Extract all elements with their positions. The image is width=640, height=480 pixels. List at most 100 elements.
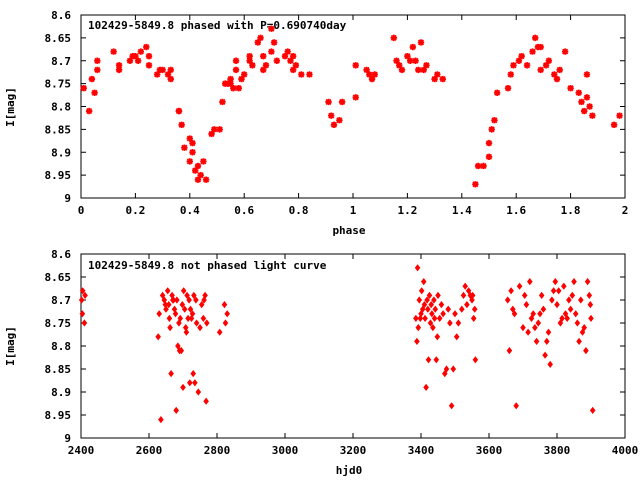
data-point — [91, 89, 98, 96]
chart-title: 102429-5849.8 not phased light curve — [88, 259, 327, 272]
data-point — [82, 291, 88, 300]
data-point — [134, 57, 142, 64]
data-point — [287, 57, 294, 64]
data-point — [460, 291, 467, 300]
data-point — [433, 356, 440, 364]
x-tick-label: 0.6 — [234, 204, 254, 217]
data-point — [465, 287, 472, 295]
data-point — [175, 342, 181, 350]
data-point — [155, 333, 161, 341]
data-point — [164, 287, 171, 295]
data-point — [420, 277, 427, 286]
data-point — [572, 310, 579, 318]
data-point — [434, 71, 441, 78]
data-point — [143, 43, 150, 51]
data-point — [414, 337, 420, 346]
data-point — [145, 52, 153, 60]
plot-frame — [80, 253, 626, 439]
chart-title: 102429-5849.8 phased with P=0.690740day — [88, 19, 347, 32]
y-tick-label: 8.75 — [45, 78, 72, 91]
data-point — [156, 310, 162, 318]
data-point — [174, 296, 180, 304]
data-point — [545, 57, 553, 64]
data-point — [363, 66, 370, 74]
data-point — [431, 314, 438, 323]
x-tick-label: 0.8 — [289, 204, 309, 217]
data-point — [175, 107, 183, 115]
data-point — [268, 25, 275, 32]
data-point — [172, 310, 179, 318]
data-point — [325, 98, 332, 106]
data-point — [583, 346, 589, 355]
x-tick-label: 0.2 — [125, 204, 145, 217]
data-point — [523, 300, 530, 309]
y-tick-label: 8.7 — [51, 55, 71, 68]
data-point — [192, 379, 198, 387]
data-point — [180, 287, 187, 295]
data-point — [189, 139, 196, 147]
y-tick-label: 8.9 — [51, 386, 71, 399]
data-point — [485, 153, 493, 161]
data-point — [241, 71, 248, 78]
data-point — [508, 287, 514, 295]
x-tick-label: 1.6 — [506, 204, 526, 217]
data-point — [569, 291, 576, 300]
data-point — [415, 66, 422, 74]
data-point — [440, 310, 446, 318]
data-point — [197, 171, 204, 179]
data-point — [427, 319, 434, 327]
data-point — [544, 337, 550, 346]
data-point — [528, 314, 535, 323]
y-tick-label: 8.6 — [51, 9, 71, 22]
data-point — [561, 48, 569, 55]
data-point — [588, 314, 594, 323]
data-point — [576, 337, 582, 346]
y-tick-label: 8.85 — [45, 123, 72, 136]
data-point — [581, 323, 587, 332]
data-point — [164, 71, 172, 78]
data-point — [195, 388, 202, 396]
data-point — [338, 98, 346, 106]
data-point — [85, 107, 93, 115]
data-point — [260, 52, 267, 60]
data-point — [417, 39, 425, 46]
data-point — [561, 282, 567, 290]
data-point — [292, 62, 300, 69]
x-tick-label: 1.2 — [397, 204, 417, 217]
data-point — [464, 300, 470, 309]
axis-ticks: 2400 2600 2800 3000 3200 3400 3600 3800 4000 8.6 8… — [45, 248, 639, 457]
data-point — [537, 43, 544, 51]
data-point — [428, 300, 434, 309]
data-point — [197, 323, 203, 332]
data-point — [393, 57, 400, 64]
data-point — [559, 314, 565, 323]
y-axis-label: I[mag] — [4, 87, 17, 127]
data-point — [167, 75, 174, 83]
data-point — [431, 75, 438, 83]
data-point — [186, 135, 193, 142]
data-points — [78, 264, 596, 424]
data-point — [187, 379, 193, 387]
data-point — [584, 277, 591, 286]
data-point — [574, 319, 581, 327]
x-tick-label: 0 — [78, 204, 85, 217]
data-point — [412, 57, 419, 64]
data-point — [443, 365, 450, 373]
data-point — [81, 319, 88, 327]
data-point — [547, 360, 553, 369]
x-tick-label: 3400 — [408, 444, 435, 457]
data-point — [504, 85, 512, 92]
data-point — [520, 323, 526, 332]
data-point — [413, 314, 419, 323]
data-point — [268, 48, 275, 55]
data-point — [474, 162, 482, 170]
data-point — [178, 346, 185, 355]
data-point — [435, 291, 441, 300]
y-tick-label: 8.9 — [51, 146, 71, 159]
data-point — [575, 89, 582, 96]
data-point — [88, 75, 96, 83]
data-point — [132, 52, 139, 60]
data-point — [246, 52, 253, 60]
data-point — [529, 48, 536, 55]
